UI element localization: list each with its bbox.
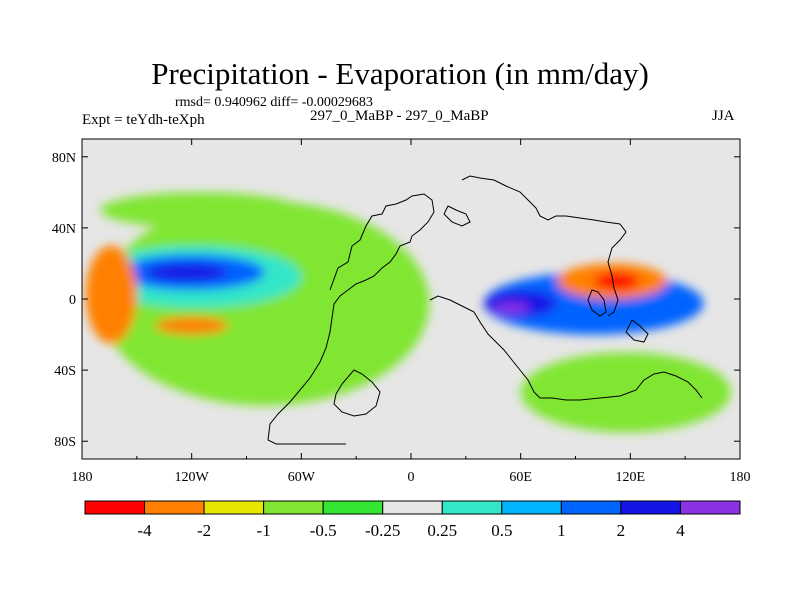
colorbar-box <box>84 500 146 515</box>
x-tick-label: 0 <box>408 470 415 485</box>
colorbar-label: 0.25 <box>427 521 457 540</box>
x-tick-label: 120W <box>175 470 210 485</box>
x-axis: 180 120W 60W 0 60E 120E 180 <box>72 139 751 485</box>
experiment-label: Expt = teYdh-teXph <box>82 112 205 128</box>
colorbar-box <box>620 500 681 515</box>
x-tick-label: 60W <box>288 470 316 485</box>
colorbar-label: 1 <box>557 521 566 540</box>
field-region-4 <box>85 245 137 344</box>
x-tick-label: 60E <box>509 470 532 485</box>
x-tick-label: 120E <box>616 470 646 485</box>
field-region-5 <box>155 316 229 335</box>
colorbar-box <box>382 500 443 515</box>
colorbar-label: -2 <box>197 521 211 540</box>
colorbar-box <box>203 500 265 515</box>
field-region-3 <box>145 263 229 282</box>
y-tick-label: 40S <box>54 364 76 379</box>
colorbar-label: -4 <box>137 521 152 540</box>
colorbar-box <box>144 500 205 515</box>
colorbar-label: -1 <box>257 521 271 540</box>
colorbar-box <box>501 500 562 515</box>
colorbar-label: -0.25 <box>365 521 400 540</box>
y-tick-label: 40N <box>52 222 76 237</box>
colorbar-label: 2 <box>617 521 626 540</box>
y-tick-label: 80S <box>54 435 76 450</box>
experiment-name: 297_0_MaBP - 297_0_MaBP <box>310 108 489 124</box>
colorbar-box <box>322 500 384 515</box>
y-tick-label: 80N <box>52 151 76 166</box>
colorbar-label: 4 <box>676 521 685 540</box>
stats-label: rmsd= 0.940962 diff= -0.00029683 <box>175 95 373 110</box>
colorbar-box <box>441 500 503 515</box>
chart-title: Precipitation - Evaporation (in mm/day) <box>151 56 649 91</box>
contour-field <box>85 192 731 433</box>
field-region-8 <box>493 302 530 314</box>
field-region-12 <box>100 192 302 228</box>
colorbar-label: -0.5 <box>310 521 337 540</box>
x-tick-label: 180 <box>72 470 93 485</box>
colorbar-box <box>560 500 622 515</box>
colorbar-label: 0.5 <box>491 521 512 540</box>
field-region-10 <box>593 272 640 291</box>
y-axis: 80N 40N 0 40S 80S <box>52 151 740 450</box>
season-label: JJA <box>712 108 735 124</box>
colorbar: -4 -2 -1 -0.5 -0.25 0.25 0.5 1 2 4 <box>84 500 741 540</box>
coastline-outline <box>267 175 703 445</box>
field-region-11 <box>520 352 731 433</box>
x-tick-label: 180 <box>730 470 751 485</box>
y-tick-label: 0 <box>69 293 76 308</box>
colorbar-box <box>679 500 741 515</box>
colorbar-box <box>263 500 324 515</box>
